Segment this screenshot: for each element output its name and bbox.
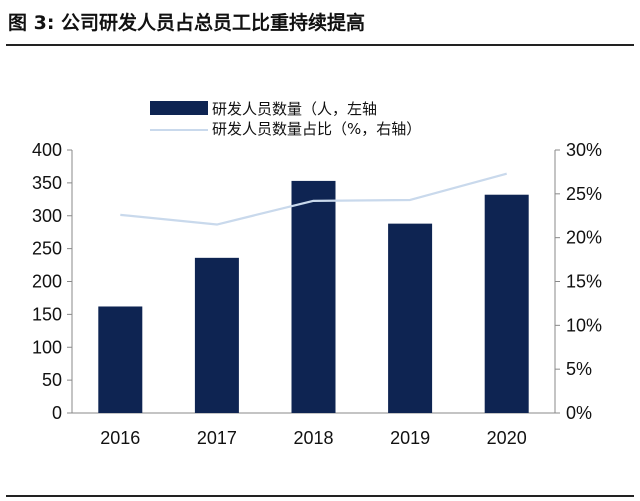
bar	[98, 306, 143, 413]
x-tick-label: 2020	[487, 428, 527, 448]
left-tick-label: 250	[32, 239, 62, 259]
left-tick-label: 350	[32, 173, 62, 193]
legend-bar-swatch	[150, 101, 208, 115]
title-rule	[6, 44, 634, 46]
right-tick-label: 20%	[566, 228, 602, 248]
x-tick-label: 2017	[197, 428, 237, 448]
left-tick-label: 300	[32, 206, 62, 226]
left-tick-label: 150	[32, 304, 62, 324]
right-axis: 0% 5% 10% 15% 20% 25% 30%	[554, 140, 602, 423]
right-tick-label: 0%	[566, 403, 592, 423]
left-tick-label: 50	[42, 370, 62, 390]
bar	[484, 194, 529, 413]
right-tick-label: 5%	[566, 359, 592, 379]
bar	[291, 180, 336, 413]
legend-line-label: 研发人员数量占比（%，右轴）	[212, 120, 421, 138]
bottom-rule	[6, 495, 634, 497]
left-tick-label: 0	[52, 403, 62, 423]
left-tick-label: 200	[32, 272, 62, 292]
bar-series	[98, 180, 529, 413]
x-axis: 2016 2017 2018 2019 2020	[72, 412, 555, 448]
x-tick-label: 2019	[390, 428, 430, 448]
line-series	[120, 172, 507, 226]
legend-bar-label: 研发人员数量（人，左轴	[212, 100, 377, 118]
legend: 研发人员数量（人，左轴 研发人员数量占比（%，右轴）	[150, 100, 421, 138]
left-tick-label: 400	[32, 140, 62, 160]
right-tick-label: 15%	[566, 272, 602, 292]
x-tick-label: 2016	[100, 428, 140, 448]
bar	[194, 257, 239, 413]
right-tick-label: 10%	[566, 315, 602, 335]
bar	[388, 223, 433, 413]
share-line	[120, 172, 507, 226]
left-axis: 0 50 100 150 200 250 300 350 400	[32, 140, 73, 423]
figure-title: 图 3: 公司研发人员占总员工比重持续提高	[8, 12, 366, 34]
right-tick-label: 30%	[566, 140, 602, 160]
right-tick-label: 25%	[566, 184, 602, 204]
x-tick-label: 2018	[293, 428, 333, 448]
left-tick-label: 100	[32, 337, 62, 357]
